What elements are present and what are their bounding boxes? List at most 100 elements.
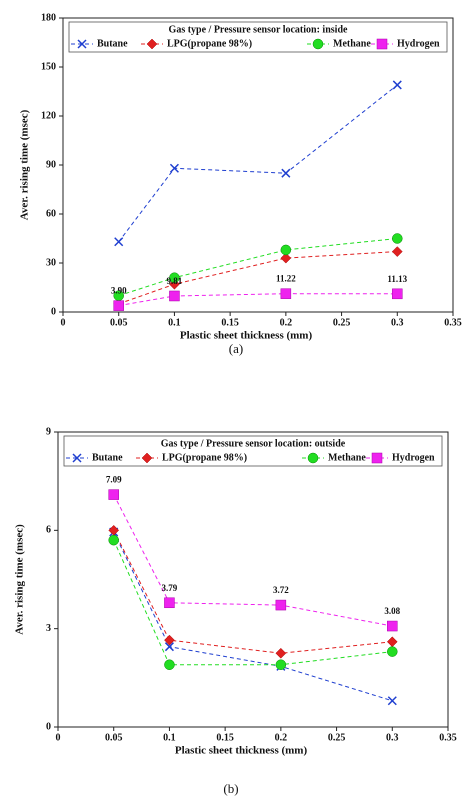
x-tick-label: 0 <box>56 732 61 743</box>
plot-frame <box>62 17 454 313</box>
data-label: 3.90 <box>111 286 127 296</box>
series-line <box>113 539 393 666</box>
x-axis-title: Plastic sheet thickness (mm) <box>175 745 308 757</box>
y-tick-label: 30 <box>46 257 56 268</box>
legend-marker <box>376 38 388 50</box>
x-tick-label: 0.35 <box>444 317 462 328</box>
legend-marker <box>77 39 87 49</box>
marker <box>387 696 397 706</box>
legend-label: LPG(propane 98%) <box>162 452 247 463</box>
series-line <box>118 293 398 307</box>
legend-label: Butane <box>97 38 128 49</box>
y-tick-label: 150 <box>41 61 56 72</box>
x-tick-label: 0.15 <box>216 732 234 743</box>
x-tick-label: 0.25 <box>328 732 346 743</box>
data-label: 9.81 <box>167 276 183 286</box>
marker <box>164 659 175 670</box>
series-line <box>118 251 398 305</box>
marker <box>392 80 402 90</box>
marker <box>169 272 180 283</box>
x-tick-label: 0.2 <box>275 732 288 743</box>
y-axis-title: Aver. rising time (msec) <box>19 109 31 220</box>
marker <box>164 597 175 609</box>
x-tick-label: 0.1 <box>168 317 181 328</box>
marker <box>114 237 124 247</box>
marker <box>275 599 287 611</box>
legend-label: Butane <box>92 452 123 463</box>
y-tick-label: 90 <box>46 159 56 170</box>
caption: (a) <box>229 341 243 356</box>
legend-marker <box>312 38 324 50</box>
y-axis-title: Aver. rising time (msec) <box>14 524 26 635</box>
y-tick-label: 3 <box>46 623 51 634</box>
marker-cross <box>164 642 174 652</box>
x-tick-label: 0.25 <box>333 317 351 328</box>
y-tick-label: 60 <box>46 208 56 219</box>
x-tick-label: 0.05 <box>110 317 128 328</box>
data-label: 3.72 <box>273 585 289 595</box>
legend-label: Hydrogen <box>397 38 440 49</box>
marker <box>108 534 119 546</box>
caption: (b) <box>223 781 238 796</box>
marker <box>392 233 403 244</box>
marker-cross <box>72 453 82 463</box>
marker <box>164 634 175 646</box>
marker <box>281 168 291 178</box>
legend-label: Hydrogen <box>392 452 435 463</box>
marker <box>280 288 292 299</box>
data-label: 7.09 <box>106 475 122 485</box>
marker <box>169 290 180 302</box>
y-tick-label: 9 <box>46 426 51 437</box>
x-tick-label: 0.3 <box>391 317 404 328</box>
legend-label: Methane <box>328 452 366 463</box>
x-tick-label: 0.2 <box>280 317 293 328</box>
data-label: 3.79 <box>162 583 178 593</box>
x-tick-label: 0.1 <box>163 732 176 743</box>
series-line <box>113 531 393 702</box>
series-line <box>118 84 398 243</box>
y-tick-label: 0 <box>51 306 56 317</box>
y-tick-label: 0 <box>46 721 51 732</box>
marker <box>108 489 119 500</box>
marker <box>280 244 292 256</box>
marker-cross <box>77 39 87 49</box>
legend-marker <box>307 452 319 464</box>
legend-marker <box>72 453 82 463</box>
plot-frame <box>57 431 449 728</box>
marker <box>113 300 124 311</box>
legend-marker <box>141 452 153 464</box>
y-tick-label: 180 <box>41 12 56 23</box>
marker <box>108 524 120 536</box>
legend-marker <box>371 452 383 464</box>
marker <box>275 659 287 670</box>
series-line <box>118 238 398 297</box>
marker <box>169 163 179 173</box>
marker <box>391 246 403 257</box>
marker-cross <box>114 237 124 247</box>
x-tick-label: 0.35 <box>439 732 457 743</box>
marker <box>387 646 398 657</box>
marker-cross <box>169 163 179 173</box>
x-tick-label: 0.3 <box>386 732 399 743</box>
legend-marker <box>146 38 158 50</box>
series-line <box>113 530 393 654</box>
x-tick-label: 0.15 <box>221 317 239 328</box>
legend-title: Gas type / Pressure sensor location: out… <box>161 438 346 449</box>
data-label: 11.13 <box>387 274 407 284</box>
legend-label: LPG(propane 98%) <box>167 38 252 49</box>
x-axis-title: Plastic sheet thickness (mm) <box>180 330 313 342</box>
marker-cross <box>392 80 402 90</box>
legend-label: Methane <box>333 38 371 49</box>
marker-cross <box>387 696 397 706</box>
marker <box>392 288 403 300</box>
marker-cross <box>281 168 291 178</box>
y-tick-label: 120 <box>41 110 56 121</box>
marker <box>164 642 174 652</box>
marker <box>275 647 287 659</box>
marker <box>386 636 398 648</box>
series-line <box>113 494 393 627</box>
marker <box>387 620 398 632</box>
data-label: 11.22 <box>276 274 296 284</box>
legend-title: Gas type / Pressure sensor location: ins… <box>169 24 348 35</box>
